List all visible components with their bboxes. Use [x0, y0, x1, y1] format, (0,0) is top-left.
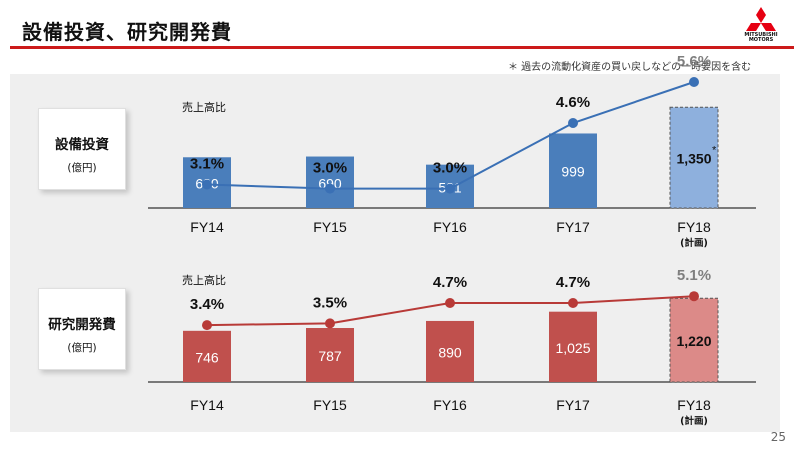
rnd-title: 研究開発費: [48, 317, 116, 333]
capex-category-FY15: FY15: [313, 219, 347, 235]
page-title: 設備投資、研究開発費: [22, 20, 232, 44]
capex-ratio-point-FY17: [568, 118, 578, 128]
rnd-bar-FY14: [183, 330, 231, 382]
page-number: 25: [770, 430, 786, 444]
rnd-ratio-point-FY15: [325, 318, 335, 329]
capex-ratio-label-FY14: 3.1%: [190, 156, 224, 173]
capex-ratio-label-FY17: 4.6%: [556, 94, 590, 111]
rnd-bar-FY16: [426, 320, 474, 382]
capex-ratio-label-FY16: 3.0%: [433, 160, 467, 177]
capex-category-FY16: FY16: [433, 219, 467, 235]
rnd-bar-label-FY15: 787: [318, 348, 342, 364]
mitsubishi-logo-icon: [746, 7, 776, 31]
rnd-ratio-point-FY14: [202, 320, 212, 331]
rnd-ratio-label-FY15: 3.5%: [313, 294, 347, 311]
rnd-ratio-point-FY18: [689, 291, 699, 302]
rnd-category-FY18: FY18: [677, 397, 711, 413]
rnd-bar-FY18: [669, 297, 719, 383]
capex-ratio-point-FY18: [689, 77, 699, 87]
capex-bar-label-FY15: 690: [318, 175, 342, 191]
logo-wordmark: MITSUBISHI MOTORS: [730, 33, 792, 43]
rnd-category-FY15: FY15: [313, 397, 347, 413]
logo-text-line2: MOTORS: [748, 37, 774, 43]
capex-bar-FY17: [549, 133, 597, 208]
footnote: ＊ 過去の流動化資産の買い戻しなどの一時要因を含む: [508, 62, 752, 73]
rnd-ratio-label-FY18: 5.1%: [677, 267, 711, 284]
rnd-bar-FY17: [549, 311, 597, 382]
capex-ratio-label-FY15: 3.0%: [313, 160, 347, 177]
capex-unit: (億円): [67, 162, 97, 174]
rnd-bar-label-FY17: 1,025: [555, 340, 590, 356]
logo-text-line1: MITSUBISHI: [744, 32, 778, 38]
chart-panel: [10, 74, 780, 432]
rnd-label-box: 研究開発費 (億円): [38, 288, 126, 370]
capex-category-FY14: FY14: [190, 219, 224, 235]
rnd-ratio-point-FY17: [568, 298, 578, 308]
capex-ratio-label-FY18: 5.6%: [677, 53, 711, 70]
rnd-ratio-label-FY16: 4.7%: [433, 274, 467, 291]
capex-ratio-point-FY15: [325, 183, 335, 194]
capex-category-FY18: FY18: [677, 219, 711, 235]
capex-category-FY17: FY17: [556, 219, 590, 235]
rnd-category-FY17: FY17: [556, 397, 590, 413]
rnd-ratio-label-FY17: 4.7%: [556, 274, 590, 291]
capex-ratio-title: 売上高比: [182, 100, 226, 114]
capex-plan-note: (計画): [680, 237, 708, 249]
rnd-bar-FY15: [306, 328, 354, 382]
rnd-unit: (億円): [67, 342, 97, 354]
rnd-category-FY14: FY14: [190, 397, 224, 413]
capex-ratio-point-FY16: [445, 183, 455, 194]
rnd-bar-label-FY18: 1,220: [676, 333, 711, 349]
title-rule: [10, 46, 794, 49]
rnd-bar-label-FY16: 890: [438, 344, 462, 360]
capex-bar-label-FY18: 1,350: [676, 151, 711, 167]
rnd-ratio-title: 売上高比: [182, 273, 226, 287]
capex-title: 設備投資: [55, 137, 109, 153]
capex-label-box: 設備投資 (億円): [38, 108, 126, 190]
rnd-category-FY16: FY16: [433, 397, 467, 413]
rnd-bar-label-FY14: 746: [195, 349, 219, 365]
capex-bar-FY15: [306, 156, 354, 208]
capex-ratio-point-FY14: [202, 179, 212, 190]
rnd-ratio-point-FY16: [445, 298, 455, 308]
capex-bar-label-FY17: 999: [561, 164, 585, 180]
capex-plan-asterisk: *: [712, 145, 717, 157]
rnd-plan-note: (計画): [680, 415, 708, 427]
capex-bar-FY18: [669, 106, 719, 209]
rnd-ratio-label-FY14: 3.4%: [190, 296, 224, 313]
